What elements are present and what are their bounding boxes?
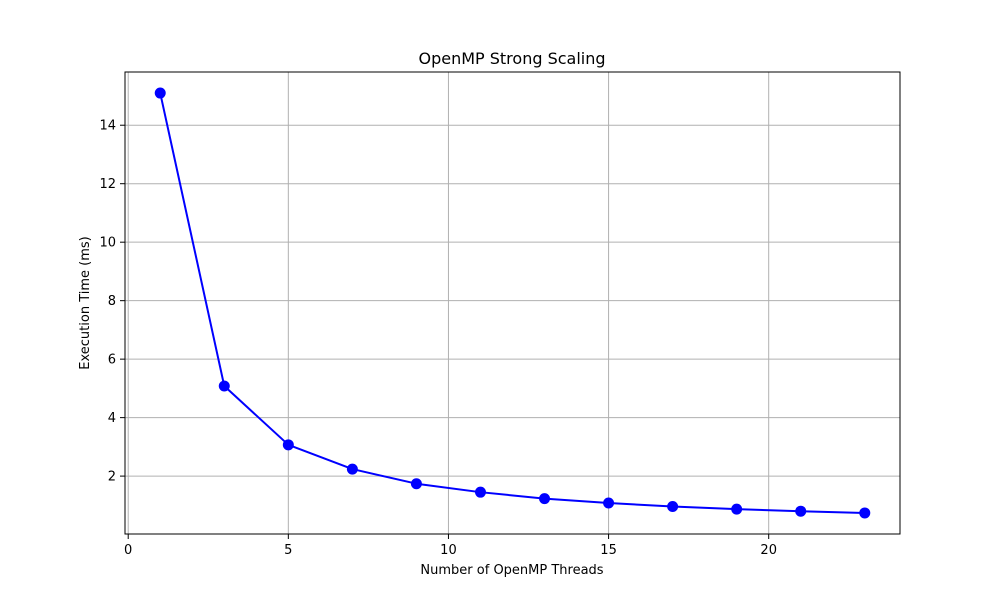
x-tick-label: 5 <box>284 543 292 558</box>
y-tick-label: 8 <box>108 294 116 309</box>
data-point <box>539 493 551 505</box>
x-tick-label: 20 <box>760 543 777 558</box>
data-point <box>731 503 743 515</box>
y-tick-label: 10 <box>99 236 116 251</box>
data-point <box>795 505 807 517</box>
plot-frame <box>124 71 901 535</box>
y-tick-label: 12 <box>99 177 116 192</box>
y-axis-label: Execution Time (ms) <box>78 236 93 369</box>
data-point <box>346 463 358 475</box>
x-tick-label: 15 <box>600 543 617 558</box>
data-point <box>154 87 166 99</box>
chart-title: OpenMP Strong Scaling <box>418 49 605 68</box>
grid <box>125 72 900 534</box>
y-tick-label: 4 <box>108 411 116 426</box>
data-point <box>282 439 294 451</box>
y-tick-label: 2 <box>108 470 116 485</box>
data-point <box>218 380 230 392</box>
ticks: 0 5 10 15 20 2 4 6 8 10 12 14 <box>99 119 777 558</box>
data-point <box>859 507 871 519</box>
x-tick-label: 10 <box>440 543 457 558</box>
series-group <box>154 87 871 519</box>
x-axis-label: Number of OpenMP Threads <box>420 563 603 578</box>
series-line <box>159 92 865 514</box>
data-point <box>410 478 422 490</box>
data-point <box>667 501 679 513</box>
data-point <box>603 497 615 509</box>
x-tick-label: 0 <box>124 543 132 558</box>
data-point <box>474 486 486 498</box>
y-tick-label: 14 <box>99 119 116 134</box>
plot-area <box>125 72 900 534</box>
y-tick-label: 6 <box>108 353 116 368</box>
